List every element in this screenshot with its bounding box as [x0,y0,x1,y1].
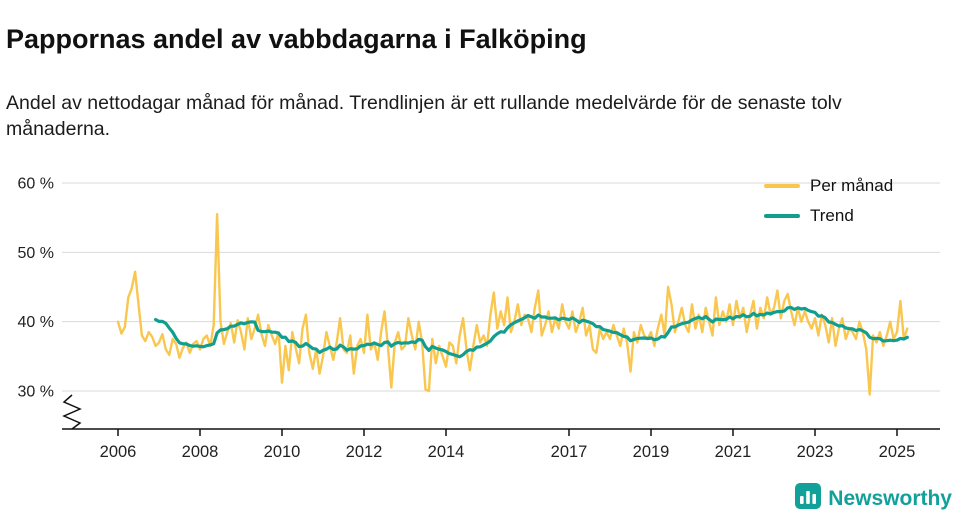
y-tick-label: 40 % [18,314,54,331]
chart-area: 30 % 40 % 50 % 60 % 2006 2008 2010 2012 2014 201… [0,148,960,478]
legend-item-monthly: Per månad [764,176,893,196]
axis-break-icon [62,394,82,430]
x-tick-label: 2006 [100,443,137,461]
legend-swatch-monthly [764,183,800,189]
monthly-line [116,212,909,396]
x-tick-label: 2019 [633,443,670,461]
grid-layer: 30 % 40 % 50 % 60 % [18,176,940,401]
chart-svg: 30 % 40 % 50 % 60 % 2006 2008 2010 2012 2014 201… [18,176,940,461]
x-tick-label: 2012 [346,443,383,461]
brand-name: Newsworthy [828,486,952,510]
x-tick-label: 2014 [428,443,465,461]
legend-label-monthly: Per månad [810,176,894,195]
x-tick-label: 2025 [879,443,916,461]
legend-swatch-trend [764,213,800,219]
x-tick-label: 2010 [264,443,301,461]
brand-footer: Newsworthy [795,483,952,514]
page-title: Pappornas andel av vabbdagarna i Falköpi… [6,24,587,55]
chart-subtitle: Andel av nettodagar månad för månad. Tre… [6,91,842,141]
trend-line [154,305,909,359]
legend-label-trend: Trend [810,206,854,225]
y-tick-label: 50 % [18,245,54,262]
newsworthy-logo-icon [795,483,822,514]
series-layer [116,212,909,396]
y-tick-label: 60 % [18,176,54,193]
legend-item-trend: Trend [764,206,893,226]
x-tick-label: 2017 [551,443,588,461]
legend: Per månad Trend [764,176,893,226]
x-tick-label: 2023 [797,443,834,461]
x-tick-label: 2021 [715,443,752,461]
x-tick-label: 2008 [182,443,219,461]
axis-layer: 2006 2008 2010 2012 2014 2017 2019 2021 2023 2025 [62,394,940,461]
y-tick-label: 30 % [18,384,54,401]
